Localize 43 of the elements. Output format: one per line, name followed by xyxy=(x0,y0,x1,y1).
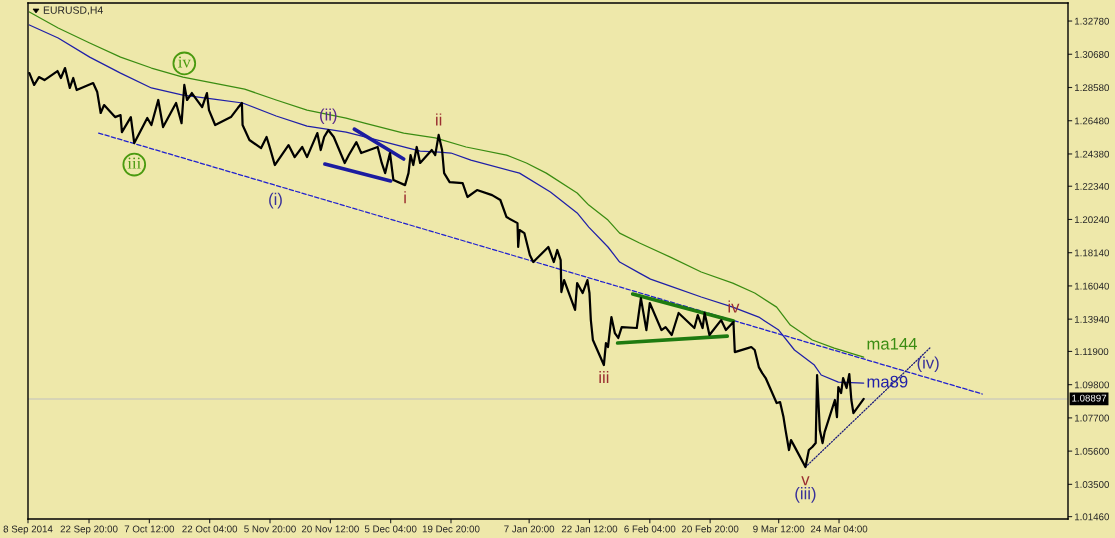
x-tick-label: 9 Mar 12:00 xyxy=(753,525,805,533)
x-tick-label: 22 Oct 04:00 xyxy=(182,525,238,533)
x-tick-label: 19 Dec 20:00 xyxy=(422,525,480,533)
x-tick-label: 24 Mar 04:00 xyxy=(810,525,868,533)
annotation: iii xyxy=(127,157,141,169)
y-tick-label: 1.03500 xyxy=(1074,481,1110,488)
y-tick-label: 1.20240 xyxy=(1074,216,1110,224)
chart-title: EURUSD,H4 xyxy=(43,6,103,16)
annotation: i xyxy=(404,191,406,204)
x-tick-label: 20 Feb 20:00 xyxy=(681,525,739,533)
annotation: v xyxy=(801,476,810,486)
y-tick-label: 1.22340 xyxy=(1074,182,1110,190)
y-tick-label: 1.28580 xyxy=(1074,84,1110,92)
y-tick-label: 1.32780 xyxy=(1074,17,1110,25)
annotation: (iv) xyxy=(917,356,939,373)
y-tick-label: 1.05600 xyxy=(1074,447,1110,455)
y-tick-label: 1.16040 xyxy=(1074,282,1110,290)
series-label: ma89 xyxy=(867,375,908,388)
y-tick-label: 1.11900 xyxy=(1074,348,1109,356)
ref-line-label: 1.08897 xyxy=(1072,394,1107,402)
y-tick-label: 1.01460 xyxy=(1074,513,1110,521)
y-tick-label: 1.26480 xyxy=(1074,117,1110,125)
y-tick-label: 1.07700 xyxy=(1074,414,1110,422)
y-tick-label: 1.18140 xyxy=(1074,249,1110,257)
y-tick-label: 1.24380 xyxy=(1074,150,1110,158)
series-label: ma144 xyxy=(867,338,917,350)
annotation: iii xyxy=(599,371,609,384)
annotation: (iii) xyxy=(795,487,816,503)
x-tick-label: 5 Nov 20:00 xyxy=(244,525,296,533)
annotation: iv xyxy=(178,56,191,68)
y-tick-label: 1.30680 xyxy=(1074,51,1110,58)
x-tick-label: 7 Oct 12:00 xyxy=(124,525,175,533)
annotation: ii xyxy=(436,113,442,126)
annotation: (i) xyxy=(269,192,282,209)
x-tick-label: 20 Nov 12:00 xyxy=(301,525,359,533)
x-tick-label: 22 Jan 12:00 xyxy=(561,525,618,533)
x-tick-label: 5 Dec 04:00 xyxy=(364,525,417,533)
x-tick-label: 6 Feb 04:00 xyxy=(624,525,676,533)
x-tick-label: 22 Sep 20:00 xyxy=(60,525,118,535)
y-tick-label: 1.13940 xyxy=(1074,315,1110,323)
x-tick-label: 8 Sep 2014 xyxy=(3,525,53,535)
x-tick-label: 7 Jan 20:00 xyxy=(504,525,555,533)
y-tick-label: 1.09800 xyxy=(1074,381,1110,389)
